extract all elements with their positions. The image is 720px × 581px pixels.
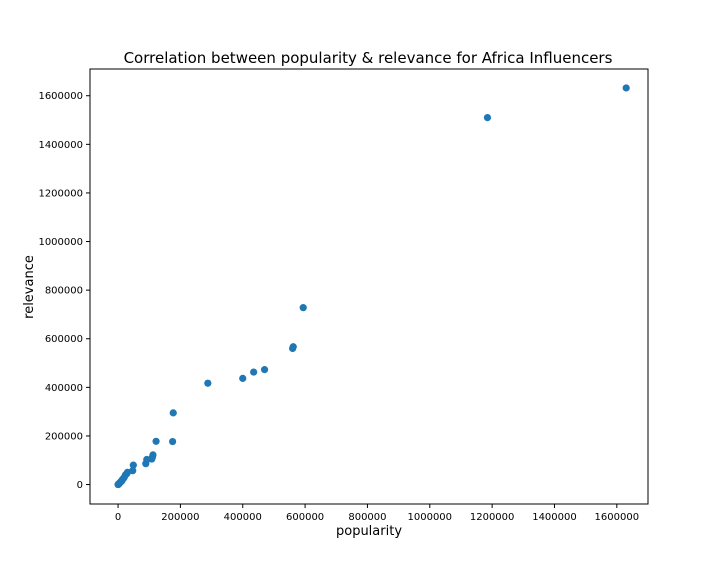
y-tick-label: 1600000 — [38, 91, 83, 102]
data-point — [169, 437, 177, 446]
x-tick-label: 1000000 — [408, 512, 453, 523]
chart-title: Correlation between popularity & relevan… — [124, 49, 613, 67]
data-point — [250, 368, 258, 376]
data-point — [299, 304, 307, 312]
y-tick-label: 1200000 — [38, 188, 83, 199]
x-tick-label: 600000 — [286, 512, 324, 523]
x-tick-label: 0 — [115, 512, 121, 523]
y-tick-label: 0 — [77, 480, 83, 491]
x-tick-label: 400000 — [224, 512, 262, 523]
y-tick-label: 600000 — [45, 334, 83, 345]
plot-area-frame — [89, 68, 649, 505]
y-tick-label: 1000000 — [38, 237, 83, 248]
x-tick-label: 1200000 — [470, 512, 515, 523]
data-point — [289, 344, 297, 353]
x-tick-label: 800000 — [348, 512, 386, 523]
y-tick-label: 1400000 — [38, 140, 83, 151]
data-point — [129, 461, 137, 469]
data-point — [483, 114, 492, 122]
data-point — [204, 379, 212, 387]
x-axis-label: popularity — [336, 524, 402, 539]
data-point — [169, 409, 177, 417]
data-points — [114, 84, 630, 489]
y-axis: 0 200000 400000 600000 800000 1000000 1200000 1… — [38, 91, 90, 491]
y-tick-label: 200000 — [45, 431, 83, 442]
data-point — [114, 480, 122, 489]
x-tick-label: 200000 — [161, 512, 199, 523]
x-tick-label: 1400000 — [532, 512, 577, 523]
data-point — [152, 437, 160, 445]
y-axis-label: relevance — [22, 255, 37, 319]
data-point — [260, 366, 269, 374]
y-tick-label: 400000 — [45, 383, 83, 394]
x-tick-label: 1600000 — [595, 512, 640, 523]
data-point — [239, 374, 247, 382]
y-tick-label: 800000 — [45, 286, 83, 297]
x-axis: 0 200000 400000 600000 800000 1000000 1200000 1… — [115, 504, 639, 523]
data-point — [622, 84, 630, 92]
data-point — [142, 460, 150, 468]
